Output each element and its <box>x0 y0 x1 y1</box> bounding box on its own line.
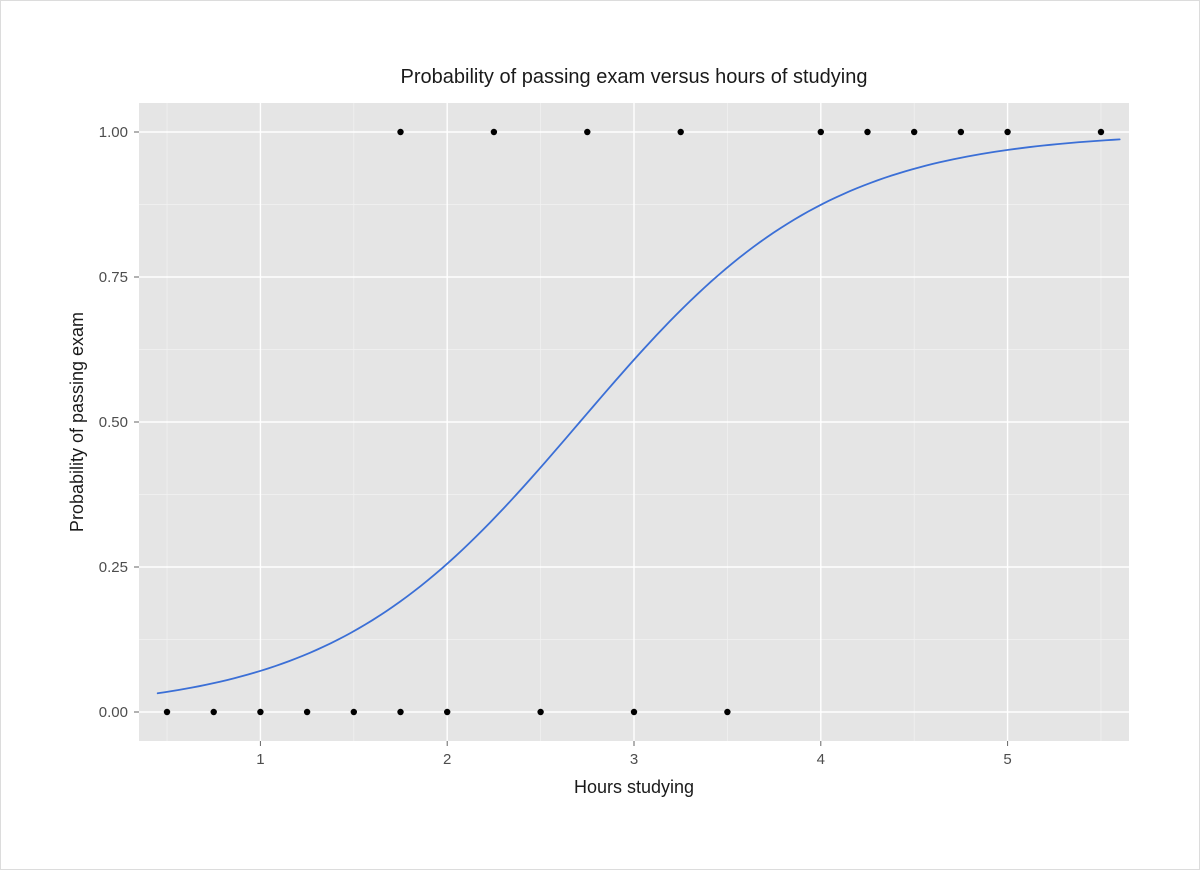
data-point <box>397 129 403 135</box>
x-tick-label: 5 <box>1003 751 1011 768</box>
data-point <box>1098 129 1104 135</box>
data-point <box>397 709 403 715</box>
data-point <box>351 709 357 715</box>
data-point <box>537 709 543 715</box>
data-point <box>444 709 450 715</box>
data-point <box>1004 129 1010 135</box>
data-point <box>911 129 917 135</box>
data-point <box>724 709 730 715</box>
data-point <box>864 129 870 135</box>
probability-chart: 1 2 3 4 5 0.00 0.25 0.50 0.75 1.00 Probability of … <box>61 61 1141 811</box>
y-tick-label: 0.25 <box>99 559 128 576</box>
data-point <box>631 709 637 715</box>
x-tick-label: 4 <box>817 751 825 768</box>
chart-container: 1 2 3 4 5 0.00 0.25 0.50 0.75 1.00 Probability of … <box>61 61 1139 809</box>
data-point <box>211 709 217 715</box>
data-point <box>584 129 590 135</box>
y-tick-label: 1.00 <box>99 124 128 141</box>
chart-title: Probability of passing exam versus hours… <box>401 66 868 88</box>
data-point <box>818 129 824 135</box>
data-point <box>257 709 263 715</box>
data-point <box>164 709 170 715</box>
chart-card: 1 2 3 4 5 0.00 0.25 0.50 0.75 1.00 Probability of … <box>0 0 1200 870</box>
y-tick-label: 0.50 <box>99 414 128 431</box>
x-tick-label: 1 <box>256 751 264 768</box>
data-point <box>491 129 497 135</box>
data-point <box>958 129 964 135</box>
x-tick-label: 3 <box>630 751 638 768</box>
x-axis-label: Hours studying <box>574 777 694 797</box>
y-tick-label: 0.00 <box>99 704 128 721</box>
y-axis-label: Probability of passing exam <box>67 312 87 532</box>
data-point <box>304 709 310 715</box>
x-tick-label: 2 <box>443 751 451 768</box>
y-tick-label: 0.75 <box>99 269 128 286</box>
data-point <box>677 129 683 135</box>
